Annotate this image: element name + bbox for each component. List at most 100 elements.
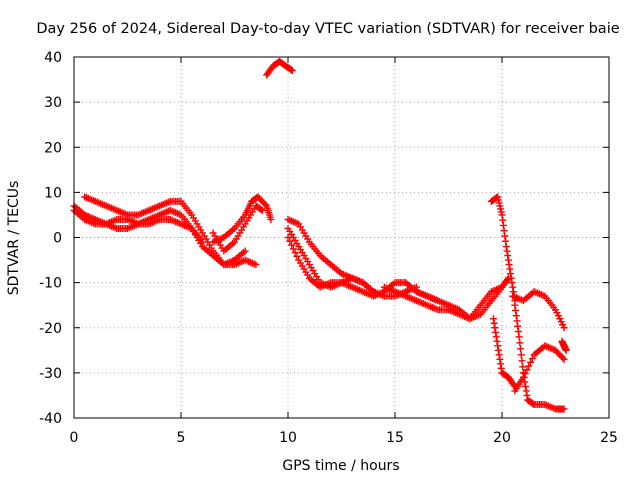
- data-point: [528, 355, 536, 363]
- y-tick-label: -10: [39, 276, 62, 292]
- data-point: [492, 333, 500, 341]
- y-tick-label: 30: [44, 95, 62, 111]
- data-point: [492, 328, 500, 336]
- tick-labels: 0 5 10 15 20 25 -40 -30 -20 -10 0 10 20 30 40: [39, 50, 618, 446]
- data-point: [502, 237, 510, 245]
- data-point: [261, 200, 269, 208]
- data-point: [501, 232, 509, 240]
- data-point: [514, 328, 522, 336]
- data-point: [507, 270, 515, 278]
- data-series: [489, 315, 519, 390]
- data-point: [522, 382, 530, 390]
- data-point: [525, 362, 533, 370]
- data-point: [522, 387, 530, 395]
- y-tick-label: 20: [44, 140, 62, 156]
- y-tick-label: 0: [53, 231, 62, 247]
- data-point: [511, 301, 519, 309]
- data-point: [289, 245, 297, 253]
- data-point: [509, 283, 517, 291]
- data-point: [499, 216, 507, 224]
- data-point: [509, 288, 517, 296]
- x-tick-label: 15: [386, 430, 404, 446]
- data-point: [198, 238, 206, 246]
- data-points: [70, 58, 570, 413]
- data-series: [487, 193, 519, 305]
- data-point: [252, 261, 260, 269]
- data-point: [512, 312, 520, 320]
- data-series: [70, 202, 206, 246]
- data-point: [519, 369, 527, 377]
- data-point: [517, 345, 525, 353]
- y-tick-label: -40: [39, 411, 62, 427]
- data-point: [496, 355, 504, 363]
- y-tick-label: 40: [44, 50, 62, 66]
- y-axis-label: SDTVAR / TECUs: [6, 181, 22, 296]
- data-point: [506, 265, 514, 273]
- data-point: [494, 342, 502, 350]
- data-point: [505, 261, 513, 269]
- data-series: [558, 337, 570, 354]
- data-point: [491, 324, 499, 332]
- data-series: [511, 301, 568, 413]
- data-point: [504, 252, 512, 260]
- y-tick-label: -20: [39, 321, 62, 337]
- data-point: [286, 237, 294, 245]
- data-point: [512, 306, 520, 314]
- data-point: [500, 227, 508, 235]
- data-series: [511, 342, 568, 395]
- data-point: [258, 206, 266, 214]
- data-point: [560, 355, 568, 363]
- data-point: [495, 351, 503, 359]
- data-series: [509, 288, 568, 332]
- plot-frame: [73, 56, 610, 419]
- data-point: [288, 241, 296, 249]
- data-point: [503, 276, 511, 284]
- data-point: [516, 339, 524, 347]
- data-point: [257, 206, 265, 214]
- data-point: [510, 381, 518, 389]
- data-point: [559, 354, 567, 362]
- data-point: [517, 351, 525, 359]
- data-point: [499, 221, 507, 229]
- data-point: [515, 333, 523, 341]
- data-point: [291, 249, 299, 257]
- data-point: [293, 252, 301, 260]
- data-point: [502, 243, 510, 251]
- y-tick-label: 10: [44, 185, 62, 201]
- data-point: [562, 346, 570, 354]
- x-tick-label: 25: [600, 430, 618, 446]
- data-point: [503, 247, 511, 255]
- data-point: [527, 358, 535, 366]
- data-point: [518, 357, 526, 365]
- data-point: [287, 66, 295, 74]
- data-point: [508, 279, 516, 287]
- data-point: [494, 346, 502, 354]
- data-series: [284, 234, 378, 296]
- x-tick-label: 0: [70, 430, 79, 446]
- data-point: [284, 234, 292, 241]
- data-series: [412, 274, 512, 323]
- data-point: [497, 364, 505, 372]
- data-point: [370, 288, 378, 296]
- x-axis-label: GPS time / hours: [282, 458, 399, 474]
- chart-title: Day 256 of 2024, Sidereal Day-to-day VTE…: [36, 21, 619, 37]
- data-series: [263, 58, 296, 79]
- data-point: [497, 360, 505, 368]
- grid-lines: [74, 57, 609, 418]
- x-tick-label: 5: [177, 430, 186, 446]
- data-point: [490, 319, 498, 327]
- data-series: [209, 193, 275, 246]
- data-point: [521, 378, 529, 386]
- data-point: [498, 211, 506, 219]
- data-point: [560, 324, 568, 332]
- data-point: [489, 315, 497, 323]
- data-point: [523, 366, 531, 374]
- data-series: [81, 193, 260, 269]
- data-point: [267, 215, 275, 223]
- data-point: [520, 373, 528, 381]
- data-point: [504, 256, 512, 264]
- data-point: [523, 391, 531, 399]
- data-point: [241, 247, 249, 255]
- x-tick-label: 10: [279, 430, 297, 446]
